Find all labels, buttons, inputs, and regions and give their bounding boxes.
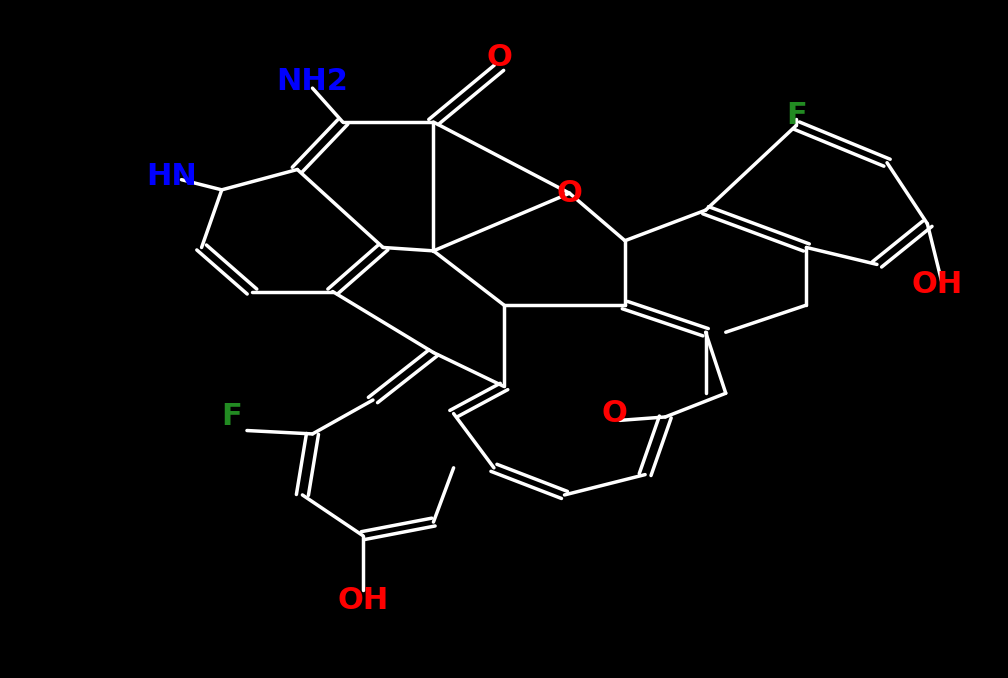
Text: F: F	[786, 101, 806, 129]
Text: OH: OH	[912, 271, 963, 299]
Text: O: O	[556, 179, 583, 207]
Text: O: O	[602, 399, 628, 428]
Text: HN: HN	[146, 162, 197, 191]
Text: F: F	[222, 403, 242, 431]
Text: O: O	[486, 43, 512, 72]
Text: OH: OH	[338, 586, 388, 614]
Text: NH2: NH2	[276, 67, 349, 96]
